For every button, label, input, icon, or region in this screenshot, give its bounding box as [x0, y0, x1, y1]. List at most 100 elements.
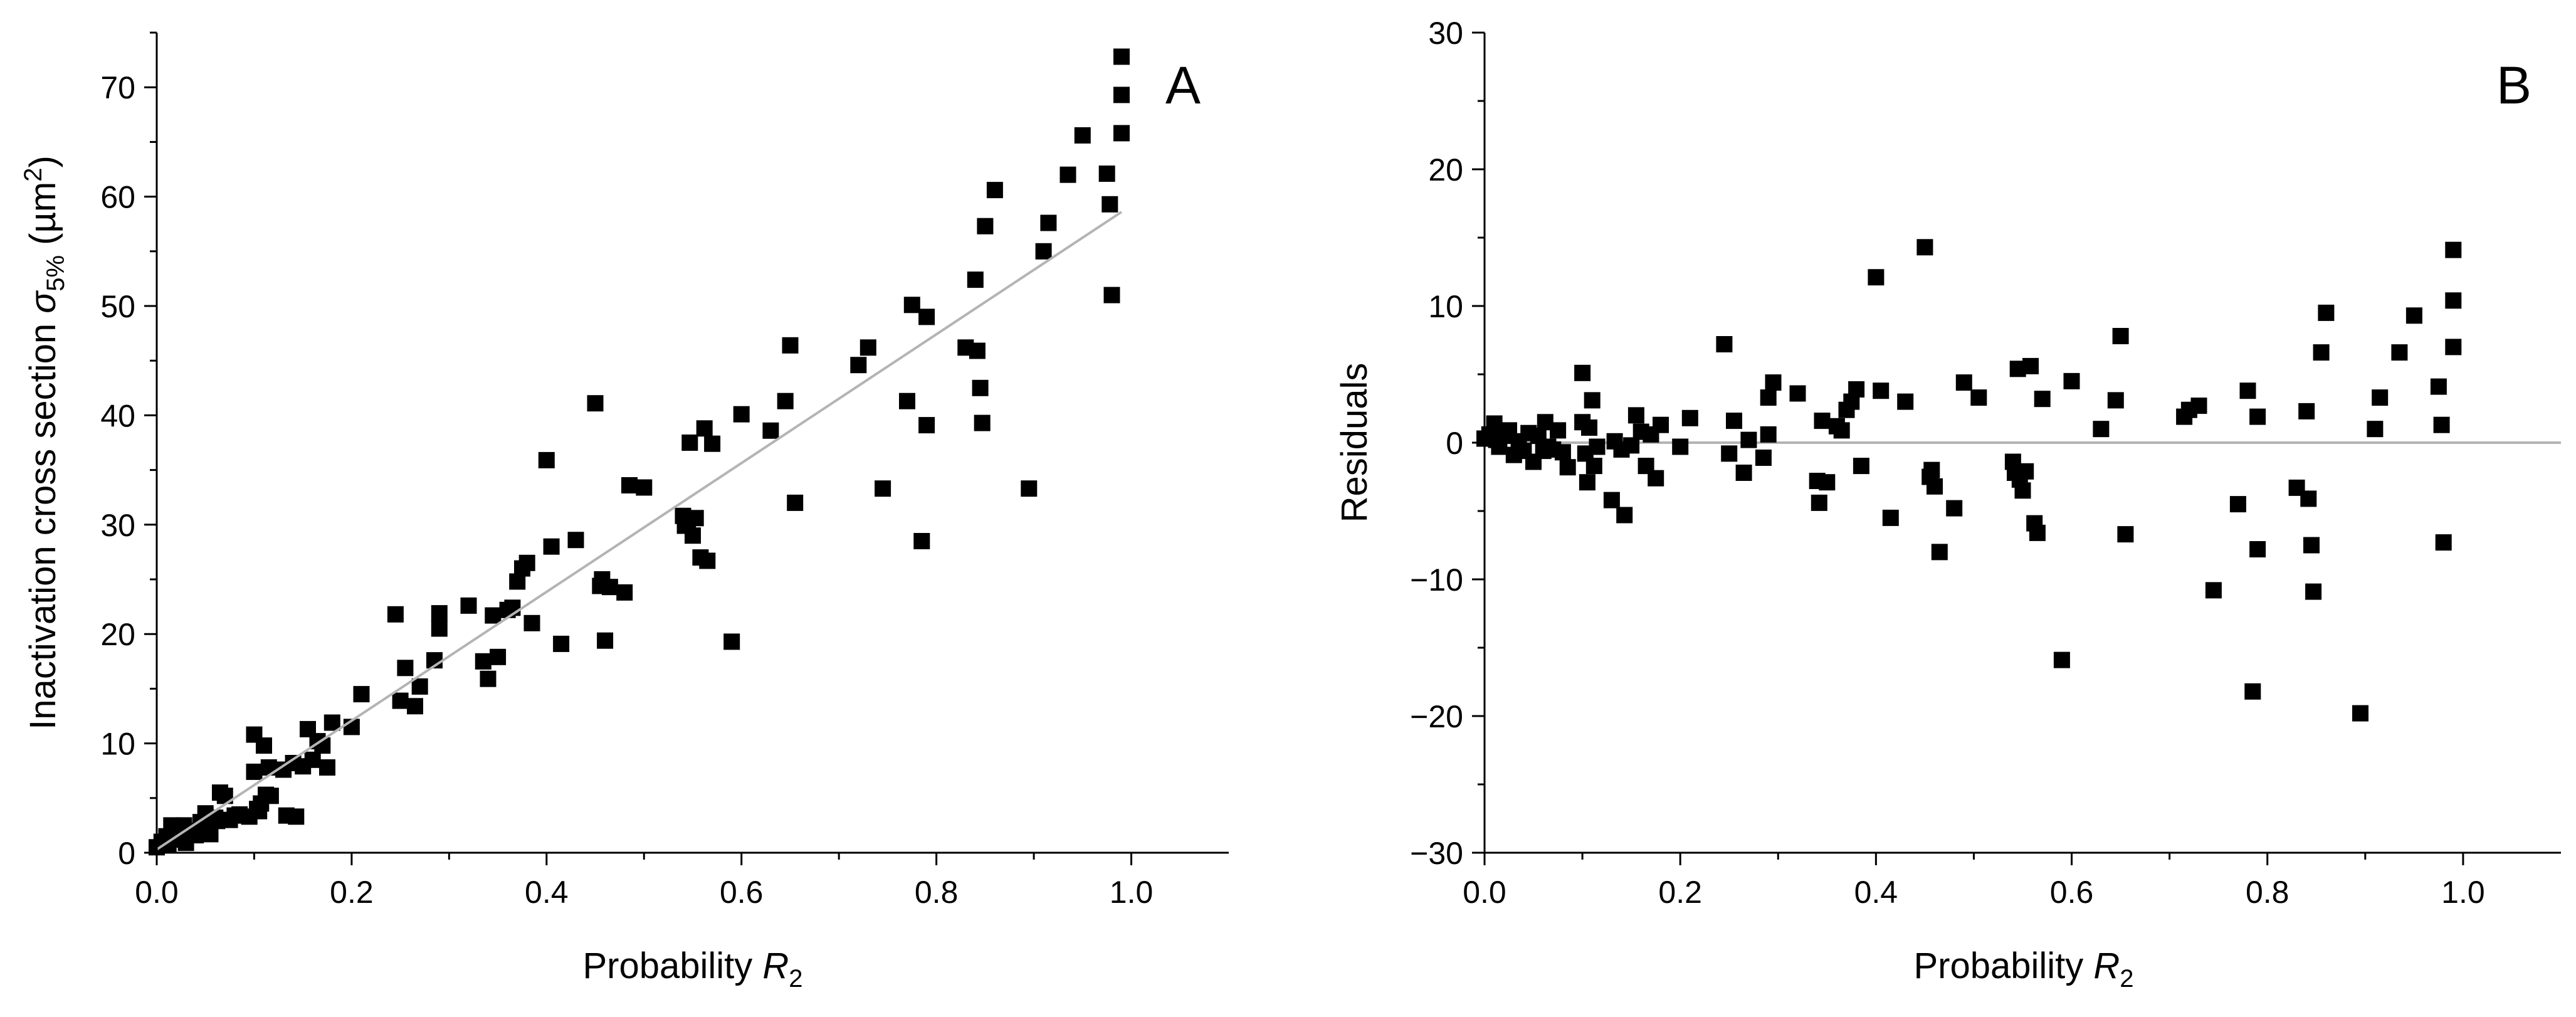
panel-b-y-tick-label-1: −20	[1410, 699, 1463, 734]
panel-b-point-41	[1716, 336, 1733, 352]
panel-a-fit-line	[155, 211, 1123, 851]
panel-a-point-98	[918, 308, 935, 325]
panel-a-point-73	[616, 584, 633, 601]
chart-panel-b: 0.0 0.2 0.4 0.6 0.8 1.0 −30 −20 −10 0 10 20 30 B Pro…	[1334, 16, 2561, 993]
panel-b-point-67	[1923, 461, 1940, 478]
panel-a-y-tick-label-4: 40	[100, 398, 135, 433]
panel-a-point-91	[787, 494, 804, 511]
panel-b-point-28	[1603, 492, 1620, 508]
panel-b-point-63	[1882, 509, 1899, 526]
panel-a-point-72	[601, 579, 618, 596]
panel-a-point-63	[523, 614, 540, 631]
panel-a-point-93	[860, 339, 876, 356]
panel-b-point-115	[2445, 339, 2462, 356]
panel-a-y-tick-label-6: 60	[100, 180, 135, 215]
panel-b-point-46	[1755, 450, 1772, 466]
panel-a-letter: A	[1165, 56, 1201, 115]
panel-a-point-86	[723, 633, 740, 650]
panel-b-point-79	[2022, 357, 2039, 374]
panel-b-point-42	[1721, 445, 1738, 462]
panel-a-point-110	[1059, 166, 1076, 183]
panel-a-point-47	[397, 660, 414, 677]
panel-b-y-tick-label-3: 0	[1446, 426, 1463, 461]
panel-b-point-83	[2053, 651, 2070, 668]
panel-a-point-44	[353, 686, 370, 703]
panel-a-y-tick-label-7: 70	[100, 70, 135, 105]
panel-a-x-tick-label-5: 1.0	[1110, 875, 1154, 910]
panel-b-point-103	[2313, 344, 2330, 361]
panel-a-point-88	[762, 422, 779, 439]
panel-a-point-41	[319, 759, 335, 776]
panel-b-point-81	[2029, 524, 2046, 541]
panel-b-x-tick-label-2: 0.4	[1854, 875, 1898, 910]
panel-a-point-115	[1113, 48, 1130, 65]
panel-a-point-38	[304, 751, 321, 768]
panel-b-point-49	[1765, 374, 1782, 391]
panel-b-point-64	[1897, 393, 1914, 410]
panel-b-point-62	[1873, 382, 1890, 399]
panel-b-point-78	[2017, 463, 2034, 480]
panel-a-point-107	[1021, 480, 1038, 497]
panel-b-point-18	[1554, 444, 1571, 461]
panel-b-y-tick-label-5: 20	[1428, 152, 1463, 187]
panel-a-ticks: 0.0 0.2 0.4 0.6 0.8 1.0 0 10 20 30 40 50 60 70	[100, 31, 1154, 910]
panel-b-point-61	[1868, 269, 1885, 286]
panel-b-point-107	[2372, 389, 2389, 406]
panel-b-point-25	[1584, 392, 1601, 409]
panel-b-point-27	[1589, 438, 1606, 455]
panel-a-point-95	[899, 393, 915, 409]
panel-b-point-84	[2063, 372, 2080, 389]
panel-b-point-53	[1814, 413, 1831, 429]
panel-b-point-108	[2391, 344, 2408, 361]
panel-a-x-axis-label: Probability R2	[582, 946, 802, 993]
panel-a-point-89	[777, 393, 794, 409]
panel-b-point-91	[2190, 398, 2207, 414]
panel-b-point-39	[1672, 438, 1689, 455]
panel-a-point-48	[407, 698, 423, 715]
panel-a-point-101	[967, 271, 984, 288]
panel-a-point-62	[518, 554, 535, 571]
panel-a-y-label-main: Inactivation cross section	[23, 314, 63, 730]
panel-b-points	[1476, 239, 2462, 722]
panel-a-x-tick-label-0: 0.0	[135, 875, 179, 910]
panel-a-point-55	[480, 670, 497, 687]
panel-b-point-24	[1581, 419, 1597, 436]
panel-a-point-24	[246, 763, 263, 780]
panel-b-point-105	[2352, 705, 2368, 722]
panel-b-point-70	[1946, 500, 1963, 517]
panel-a-point-65	[543, 538, 560, 555]
panel-b-y-tick-label-6: 30	[1428, 16, 1463, 51]
panel-b-point-48	[1760, 426, 1777, 443]
panel-a-point-112	[1098, 166, 1115, 182]
panel-b-x-label-main: Probability	[1913, 946, 2093, 986]
panel-b-point-45	[1740, 431, 1757, 448]
panel-b-point-50	[1789, 385, 1806, 402]
panel-a-point-68	[587, 395, 604, 412]
panel-b-point-88	[2117, 526, 2134, 543]
panel-a-point-99	[918, 417, 935, 434]
panel-b-x-label-sub: 2	[2120, 965, 2133, 993]
panel-a-x-label-main: Probability	[582, 946, 762, 986]
panel-a-point-92	[850, 357, 867, 374]
panel-b-point-44	[1735, 465, 1752, 481]
panel-a-point-80	[685, 527, 701, 544]
chart-panel-a: 0.0 0.2 0.4 0.6 0.8 1.0 0 10 20 30 40 50 60 70 A Prob…	[19, 31, 1229, 993]
panel-b-x-tick-label-1: 0.2	[1658, 875, 1702, 910]
panel-a-y-label-sym: σ	[23, 290, 63, 314]
panel-b-point-17	[1550, 422, 1567, 439]
panel-a-point-106	[986, 182, 1003, 199]
panel-a-point-96	[903, 297, 920, 314]
panel-b-x-tick-label-4: 0.8	[2246, 875, 2289, 910]
panel-a-x-tick-label-2: 0.4	[525, 875, 569, 910]
panel-b-point-95	[2244, 683, 2261, 700]
panel-a-y-label-sup: 2	[19, 168, 47, 182]
panel-b-y-axis-label: Residuals	[1334, 363, 1375, 523]
panel-a-point-105	[977, 218, 994, 234]
panel-b-x-axis-label: Probability R2	[1913, 946, 2133, 993]
panel-b-point-38	[1653, 416, 1669, 433]
panel-b-point-112	[2435, 534, 2452, 551]
panel-a-point-53	[460, 597, 477, 614]
panel-b-y-tick-label-4: 10	[1428, 289, 1463, 324]
panel-a-point-114	[1103, 287, 1120, 303]
panel-b-point-56	[1833, 422, 1850, 439]
